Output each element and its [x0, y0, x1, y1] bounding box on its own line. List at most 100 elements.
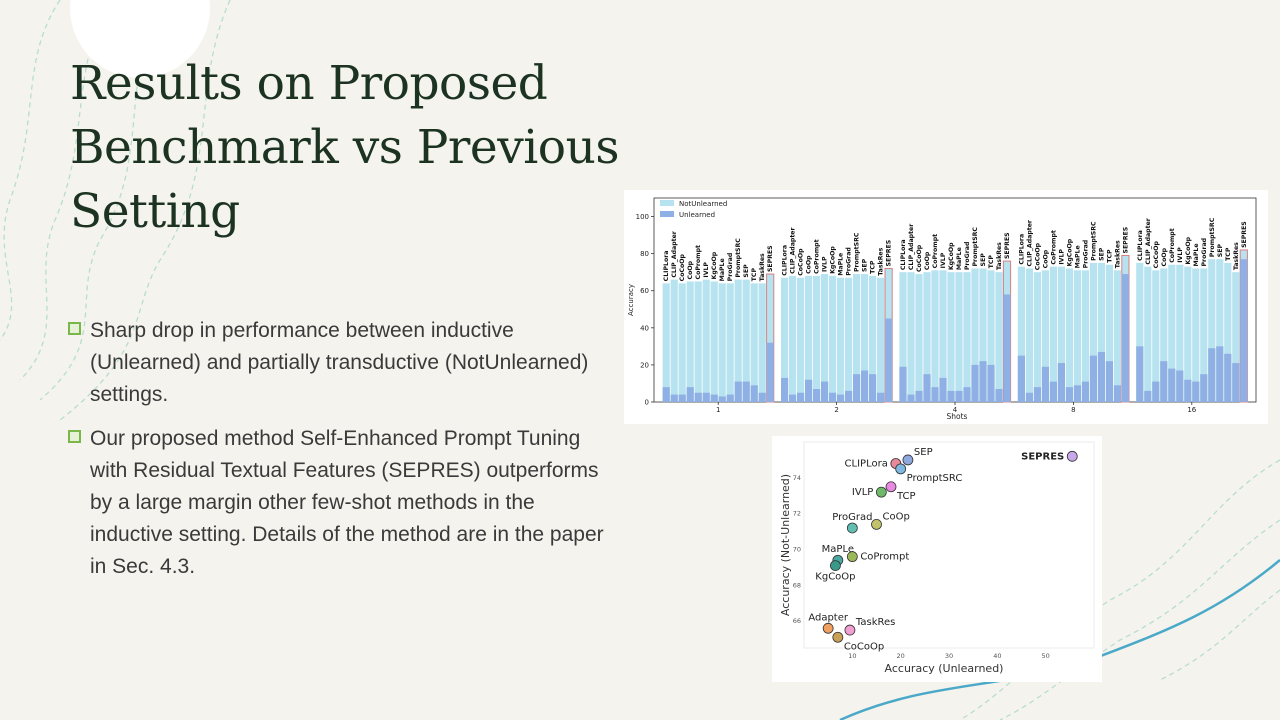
bar-unlearned — [789, 394, 797, 402]
scatter-point — [846, 522, 858, 534]
bar-notunlearned — [805, 275, 813, 402]
bar-unlearned — [1168, 368, 1176, 402]
bar-method-label: SEP — [862, 258, 869, 272]
bar-notunlearned — [813, 275, 821, 402]
x-tick-label: 40 — [993, 652, 1001, 660]
x-tick-label: 8 — [1071, 406, 1075, 414]
bar-method-label: IVLP — [1177, 247, 1184, 263]
bar-method-label: SEPRES — [1122, 227, 1129, 254]
bar-notunlearned — [987, 270, 995, 402]
bar-unlearned — [885, 318, 893, 402]
point-label: SEP — [914, 447, 933, 458]
scatter-point — [902, 454, 914, 466]
bar-method-label: CLIPLora — [1137, 230, 1144, 261]
bar-notunlearned — [955, 272, 963, 402]
bar-unlearned — [1105, 361, 1113, 402]
bar-method-label: KgCoOp — [830, 246, 837, 274]
bar-method-label: CoPrompt — [1050, 230, 1057, 265]
bar-notunlearned — [710, 281, 718, 402]
bar-notunlearned — [1152, 270, 1160, 402]
bar-notunlearned — [1089, 262, 1097, 402]
x-tick-label: 50 — [1042, 652, 1050, 660]
bar-notunlearned — [1041, 270, 1049, 402]
bar-method-label: CLIPLora — [782, 245, 789, 276]
bar-notunlearned — [742, 279, 750, 402]
bar-notunlearned — [829, 275, 837, 402]
bar-notunlearned — [686, 281, 694, 402]
legend-swatch-notunlearned — [660, 200, 674, 206]
y-tick-label: 40 — [640, 324, 649, 332]
bar-method-label: CoOp — [687, 260, 694, 279]
bar-method-label: PromptSRC — [735, 238, 742, 278]
bar-notunlearned — [1049, 266, 1057, 402]
bar-method-label: CLIP_Adapter — [1145, 217, 1152, 264]
bar-unlearned — [678, 394, 686, 402]
bar-unlearned — [781, 377, 789, 402]
bar-method-label: TaskRes — [759, 253, 766, 281]
bar-unlearned — [861, 370, 869, 402]
bar-chart-panel: 0 20 40 60 80 100 Accuracy Shots CLIPLora CLIP_Ad… — [624, 190, 1268, 424]
y-tick-label: 100 — [636, 213, 649, 221]
scatter-plot-area — [803, 441, 1095, 649]
bar-unlearned — [939, 377, 947, 402]
bar-method-label: ProGrad — [964, 242, 971, 271]
bar-method-label: CoCoOp — [916, 244, 923, 272]
bar-unlearned — [805, 379, 813, 402]
bar-unlearned — [1192, 381, 1200, 402]
y-tick-label: 0 — [645, 399, 649, 407]
bar-notunlearned — [915, 274, 923, 402]
bar-method-label: IVLP — [703, 262, 710, 278]
bar-unlearned — [979, 361, 987, 402]
legend-swatch-unlearned — [660, 211, 674, 217]
bar-unlearned — [995, 389, 1003, 402]
scatter-point — [846, 551, 858, 563]
checkbox-bullet-icon — [68, 322, 81, 335]
bar-notunlearned — [821, 274, 829, 402]
bar-notunlearned — [899, 272, 907, 402]
bar-notunlearned — [853, 274, 861, 402]
bar-unlearned — [1240, 259, 1248, 402]
bar-method-label: CLIPLora — [1018, 234, 1025, 265]
y-tick-label: 72 — [793, 510, 801, 518]
bar-notunlearned — [797, 277, 805, 402]
bar-unlearned — [931, 387, 939, 402]
bar-notunlearned — [907, 272, 915, 402]
bar-method-label: CoPrompt — [1169, 228, 1176, 263]
y-axis-label: Accuracy — [627, 284, 635, 316]
bar-method-label: TaskRes — [878, 247, 885, 275]
legend: NotUnlearned Unlearned — [660, 200, 727, 219]
bar-method-label: TaskRes — [1233, 242, 1240, 270]
y-tick-label: 70 — [793, 545, 801, 553]
point-label: KgCoOp — [815, 572, 855, 583]
bar-notunlearned — [947, 272, 955, 402]
bar-unlearned — [1136, 346, 1144, 402]
bar-unlearned — [923, 374, 931, 402]
bar-unlearned — [766, 342, 774, 402]
bar-method-label: KgCoOp — [1066, 238, 1073, 266]
bar-notunlearned — [670, 279, 678, 402]
bar-unlearned — [1073, 385, 1081, 402]
bar-method-label: CLIP_Adapter — [908, 223, 915, 270]
bar-unlearned — [899, 366, 907, 402]
bar-notunlearned — [1168, 264, 1176, 402]
bar-method-label: CoCoOp — [679, 253, 686, 281]
point-label: IVLP — [852, 487, 873, 498]
bar-method-label: CoOp — [806, 255, 813, 274]
bar-method-label: PromptSRC — [854, 232, 861, 272]
bar-unlearned — [853, 374, 861, 402]
bullet-item: Our proposed method Self-Enhanced Prompt… — [68, 423, 608, 583]
x-tick-label: 1 — [716, 406, 720, 414]
point-label: ProGrad — [832, 512, 872, 523]
x-tick-label: 20 — [897, 652, 905, 660]
bar-notunlearned — [678, 283, 686, 402]
bar-method-label: PromptSRC — [972, 227, 979, 267]
bar-notunlearned — [877, 277, 885, 402]
bar-notunlearned — [931, 270, 939, 402]
point-label: PromptSRC — [907, 473, 963, 484]
bar-unlearned — [726, 394, 734, 402]
bar-notunlearned — [1105, 264, 1113, 402]
bar-unlearned — [907, 394, 915, 402]
point-label: CoOp — [883, 511, 910, 522]
bar-unlearned — [955, 390, 963, 402]
